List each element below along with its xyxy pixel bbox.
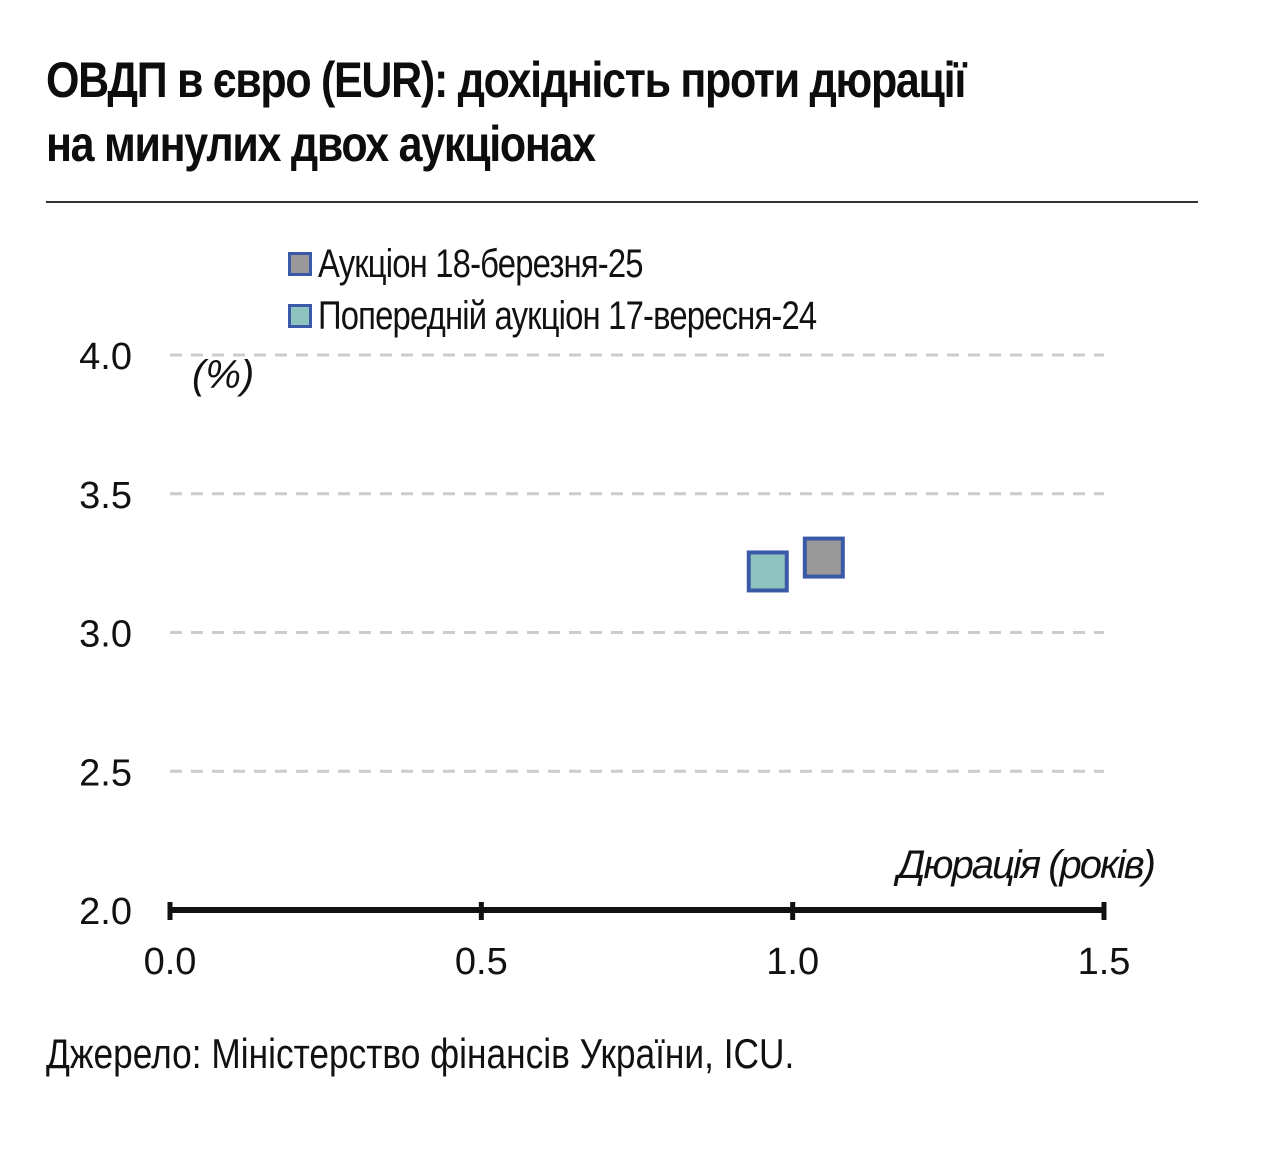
y-tick-label: 2.0 [79, 891, 132, 933]
legend-swatch-previous [288, 304, 312, 328]
legend-item-current: Аукціон 18-березня-25 [288, 238, 926, 290]
x-tick-label: 1.5 [1078, 941, 1131, 983]
y-tick-label: 4.0 [79, 336, 132, 378]
data-point-previous [746, 550, 789, 593]
legend-label-current: Аукціон 18-березня-25 [318, 241, 644, 286]
y-tick-label: 3.5 [79, 475, 132, 517]
chart-legend: Аукціон 18-березня-25 Попередній аукціон… [288, 238, 926, 342]
data-point-current [802, 536, 845, 579]
title-divider [46, 201, 1198, 203]
x-tick-label: 1.0 [766, 941, 819, 983]
chart-title-line-1: ОВДП в євро (EUR): дохідність проти дюра… [46, 52, 966, 108]
y-tick-label: 3.0 [79, 614, 132, 656]
y-tick-label: 2.5 [79, 752, 132, 794]
x-tick-label: 0.5 [455, 941, 508, 983]
legend-swatch-current [288, 252, 312, 276]
x-tick-label: 0.0 [144, 941, 197, 983]
chart-title: ОВДП в євро (EUR): дохідність проти дюра… [46, 48, 1061, 176]
source-note: Джерело: Міністерство фінансів України, … [46, 1030, 795, 1077]
legend-label-previous: Попередній аукціон 17-вересня-24 [318, 293, 817, 338]
x-axis-title: Дюрація (років) [893, 843, 1154, 887]
legend-item-previous: Попередній аукціон 17-вересня-24 [288, 290, 926, 342]
chart-title-line-2: на минулих двох аукціонах [46, 116, 596, 172]
y-axis-title: (%) [192, 353, 254, 397]
